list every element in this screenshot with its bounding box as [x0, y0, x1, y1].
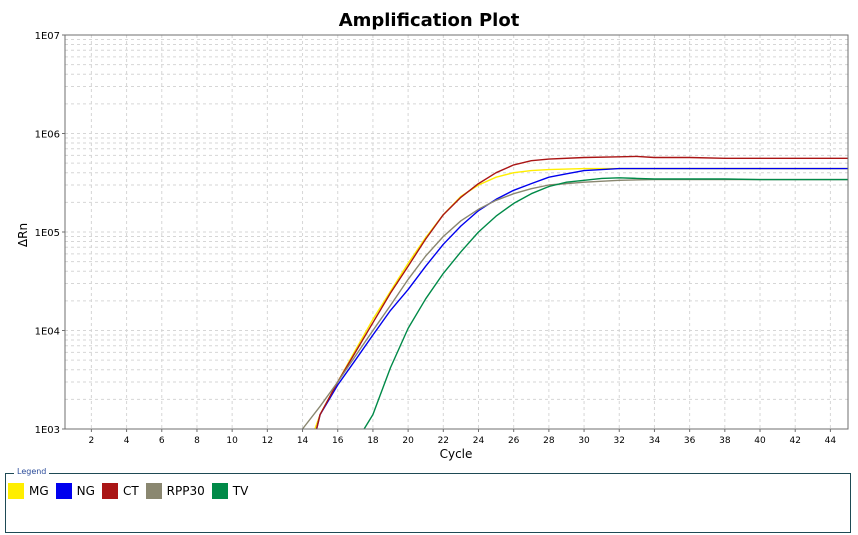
legend-swatch [8, 483, 24, 499]
legend-swatch [145, 483, 162, 499]
y-axis-ticks: 1E03 1E04 1E05 1E06 1E07 [35, 31, 65, 436]
legend-item-mg: MG [8, 483, 49, 499]
x-tick-label: 44 [825, 436, 837, 446]
x-tick-label: 10 [226, 436, 238, 446]
legend-label: TV [232, 484, 249, 498]
legend-label: RPP30 [166, 484, 205, 498]
x-tick-label: 4 [124, 436, 130, 446]
y-tick-label: 1E05 [35, 228, 60, 239]
series-line-ng [315, 167, 848, 430]
x-tick-label: 6 [159, 436, 165, 446]
y-tick-label: 1E04 [35, 327, 60, 338]
x-tick-label: 20 [402, 436, 414, 446]
x-tick-label: 24 [473, 436, 485, 446]
x-tick-label: 38 [719, 436, 731, 446]
x-tick-label: 40 [754, 436, 766, 446]
x-tick-label: 16 [332, 436, 344, 446]
x-tick-label: 22 [438, 436, 449, 446]
grid [65, 35, 848, 429]
x-tick-label: 18 [367, 436, 379, 446]
legend: Legend MG NG CT RPP30 TV [5, 467, 851, 533]
series-line-ct [315, 155, 848, 430]
x-tick-label: 14 [297, 436, 309, 446]
legend-title: Legend [14, 467, 50, 476]
legend-item-ng: NG [55, 483, 95, 499]
series-lines [301, 155, 848, 430]
x-axis-label: Cycle [440, 447, 473, 461]
legend-label: NG [76, 484, 95, 498]
legend-item-tv: TV [211, 483, 249, 499]
x-tick-label: 36 [684, 436, 696, 446]
legend-swatch [101, 483, 118, 499]
legend-label: MG [29, 484, 49, 498]
x-tick-label: 2 [89, 436, 95, 446]
x-tick-label: 12 [262, 436, 273, 446]
legend-swatch [211, 483, 228, 499]
x-tick-label: 32 [614, 436, 625, 446]
x-tick-label: 8 [194, 436, 200, 446]
legend-items: MG NG CT RPP30 TV [8, 483, 255, 499]
x-tick-label: 30 [578, 436, 590, 446]
chart-title: Amplification Plot [339, 10, 520, 31]
y-tick-label: 1E07 [35, 31, 60, 42]
y-tick-label: 1E03 [35, 425, 60, 436]
x-axis-ticks: 2 4 6 8 10 12 14 16 18 20 22 24 26 28 30 32 34 36 38 40 42 44 [89, 429, 837, 446]
series-line-tv [363, 177, 848, 430]
y-tick-label: 1E06 [35, 130, 60, 141]
series-line-rpp30 [301, 178, 848, 430]
legend-item-ct: CT [101, 483, 139, 499]
x-tick-label: 42 [789, 436, 800, 446]
legend-label: CT [122, 484, 139, 498]
y-axis-label: ΔRn [16, 223, 30, 247]
legend-item-rpp30: RPP30 [145, 483, 205, 499]
x-tick-label: 26 [508, 436, 520, 446]
x-tick-label: 28 [543, 436, 555, 446]
x-tick-label: 34 [649, 436, 661, 446]
legend-swatch [55, 483, 72, 499]
